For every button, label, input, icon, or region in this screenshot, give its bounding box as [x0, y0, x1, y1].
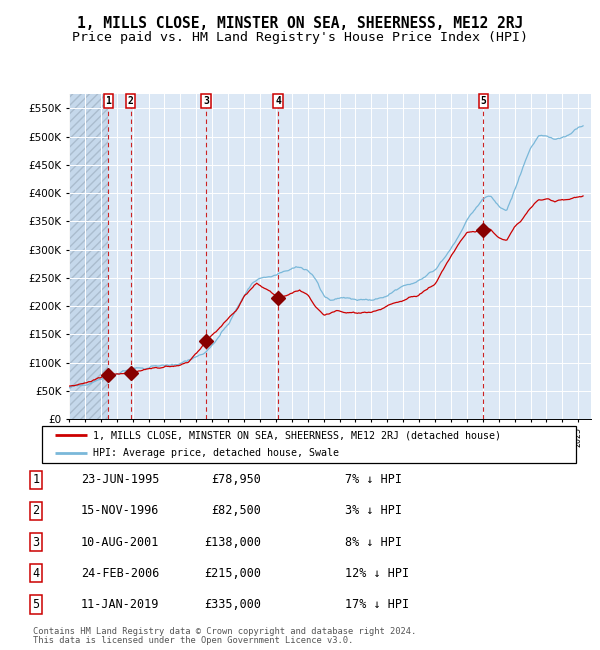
- Text: 3: 3: [203, 96, 209, 106]
- Text: 8% ↓ HPI: 8% ↓ HPI: [345, 536, 402, 549]
- Text: This data is licensed under the Open Government Licence v3.0.: This data is licensed under the Open Gov…: [33, 636, 353, 645]
- Text: Contains HM Land Registry data © Crown copyright and database right 2024.: Contains HM Land Registry data © Crown c…: [33, 627, 416, 636]
- Text: 15-NOV-1996: 15-NOV-1996: [81, 504, 160, 517]
- Text: £215,000: £215,000: [204, 567, 261, 580]
- Text: 2: 2: [128, 96, 134, 106]
- Text: Price paid vs. HM Land Registry's House Price Index (HPI): Price paid vs. HM Land Registry's House …: [72, 31, 528, 44]
- Text: £138,000: £138,000: [204, 536, 261, 549]
- Text: HPI: Average price, detached house, Swale: HPI: Average price, detached house, Swal…: [93, 448, 339, 458]
- Text: 3% ↓ HPI: 3% ↓ HPI: [345, 504, 402, 517]
- Text: 4: 4: [275, 96, 281, 106]
- FancyBboxPatch shape: [42, 426, 576, 463]
- Text: £82,500: £82,500: [211, 504, 261, 517]
- Text: 10-AUG-2001: 10-AUG-2001: [81, 536, 160, 549]
- Text: 23-JUN-1995: 23-JUN-1995: [81, 473, 160, 486]
- Text: 2: 2: [32, 504, 40, 517]
- Text: 3: 3: [32, 536, 40, 549]
- Text: 1: 1: [32, 473, 40, 486]
- Text: 5: 5: [481, 96, 486, 106]
- Text: £78,950: £78,950: [211, 473, 261, 486]
- Text: 5: 5: [32, 598, 40, 611]
- Text: £335,000: £335,000: [204, 598, 261, 611]
- Text: 17% ↓ HPI: 17% ↓ HPI: [345, 598, 409, 611]
- Text: 4: 4: [32, 567, 40, 580]
- Text: 1, MILLS CLOSE, MINSTER ON SEA, SHEERNESS, ME12 2RJ (detached house): 1, MILLS CLOSE, MINSTER ON SEA, SHEERNES…: [93, 430, 501, 441]
- Text: 11-JAN-2019: 11-JAN-2019: [81, 598, 160, 611]
- Text: 7% ↓ HPI: 7% ↓ HPI: [345, 473, 402, 486]
- Text: 1: 1: [106, 96, 111, 106]
- Text: 12% ↓ HPI: 12% ↓ HPI: [345, 567, 409, 580]
- Text: 24-FEB-2006: 24-FEB-2006: [81, 567, 160, 580]
- Text: 1, MILLS CLOSE, MINSTER ON SEA, SHEERNESS, ME12 2RJ: 1, MILLS CLOSE, MINSTER ON SEA, SHEERNES…: [77, 16, 523, 31]
